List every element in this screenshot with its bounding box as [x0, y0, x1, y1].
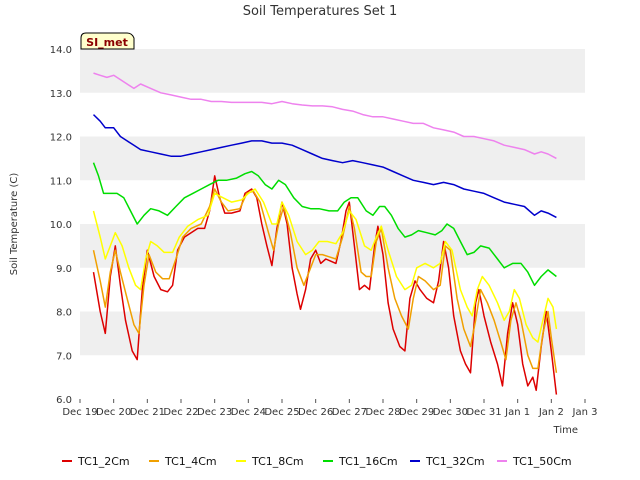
- y-tick-label: 6.0: [56, 395, 72, 406]
- x-tick-label: Dec 30: [433, 407, 468, 418]
- grid-band: [80, 267, 585, 312]
- series-line-tc1-50cm: [93, 72, 557, 160]
- y-axis-label: Soil Temperature (C): [9, 173, 20, 276]
- grid-band: [80, 224, 585, 268]
- grid-band: [80, 136, 585, 181]
- x-tick-label: Dec 28: [365, 407, 400, 418]
- x-tick-label: Dec 23: [197, 407, 232, 418]
- grid-band: [80, 311, 585, 356]
- site-badge: SI_met: [80, 32, 135, 50]
- series-line-tc1-4cm: [92, 188, 558, 373]
- x-tick-label: Dec 25: [264, 407, 299, 418]
- site-badge-label: SI_met: [86, 36, 128, 49]
- series-line-tc1-2cm: [92, 175, 558, 395]
- legend-label-tc1-16cm: TC1_16Cm: [338, 455, 398, 468]
- chart-title: Soil Temperatures Set 1: [243, 4, 398, 19]
- legend: TC1_2Cm TC1_4Cm TC1_8Cm TC1_16Cm TC1_32Cm TC1…: [62, 455, 572, 468]
- grid-bands: [80, 49, 585, 399]
- y-tick-label: 12.0: [50, 133, 72, 144]
- x-axis-label: Time: [553, 425, 578, 436]
- legend-label-tc1-2cm: TC1_2Cm: [77, 455, 130, 468]
- x-tick-label: Dec 24: [231, 407, 266, 418]
- legend-label-tc1-32cm: TC1_32Cm: [425, 455, 485, 468]
- x-tick-label: Dec 31: [466, 407, 501, 418]
- x-tick-label: Dec 22: [163, 407, 198, 418]
- y-tick-label: 13.0: [50, 89, 72, 100]
- legend-label-tc1-4cm: TC1_4Cm: [164, 455, 217, 468]
- grid-band: [80, 49, 585, 93]
- x-tick-label: Dec 29: [399, 407, 434, 418]
- y-tick-label: 9.0: [56, 264, 72, 275]
- x-tick-label: Dec 19: [62, 407, 97, 418]
- x-tick-label: Dec 27: [332, 407, 367, 418]
- x-tick-label: Dec 26: [298, 407, 333, 418]
- y-tick-label: 14.0: [50, 45, 72, 56]
- x-tick-label: Jan 1: [504, 407, 530, 418]
- x-tick-label: Jan 2: [538, 407, 564, 418]
- legend-label-tc1-8cm: TC1_8Cm: [251, 455, 304, 468]
- grid-band: [80, 355, 585, 399]
- x-tick-label: Jan 3: [572, 407, 598, 418]
- y-axis-ticks: 6.0 7.0 8.0 9.0 10.0 11.0 12.0 13.0 14.0: [50, 45, 72, 406]
- y-tick-label: 10.0: [50, 220, 72, 231]
- x-tick-label: Dec 21: [130, 407, 165, 418]
- x-tick-label: Dec 20: [96, 407, 131, 418]
- series-line-tc1-32cm: [92, 114, 557, 219]
- series-line-tc1-16cm: [92, 162, 557, 287]
- legend-label-tc1-50cm: TC1_50Cm: [512, 455, 572, 468]
- y-tick-label: 11.0: [50, 176, 72, 187]
- site-badge-box: [80, 32, 135, 50]
- series-lines: [92, 72, 558, 395]
- y-tick-label: 8.0: [56, 308, 72, 319]
- grid-band: [80, 180, 585, 224]
- y-tick-label: 7.0: [56, 351, 72, 362]
- grid-band: [80, 92, 585, 137]
- series-line-tc1-8cm: [92, 188, 558, 343]
